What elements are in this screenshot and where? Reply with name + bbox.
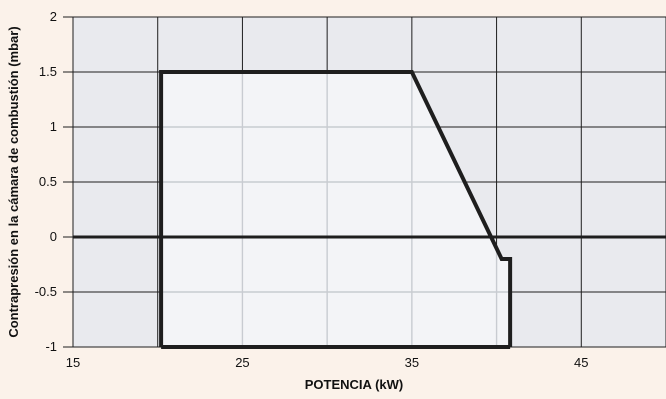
x-axis-ticks: 15 25 35 45	[66, 355, 589, 370]
x-tick-label: 15	[66, 355, 80, 370]
y-tick-label: 1	[50, 119, 57, 134]
x-tick-label: 25	[235, 355, 249, 370]
y-tick-label: 0	[50, 229, 57, 244]
x-tick-label: 45	[574, 355, 588, 370]
x-axis-title: POTENCIA (kW)	[305, 377, 403, 392]
y-axis-ticks: 2 1.5 1 0.5 0 -0.5 -1	[35, 9, 73, 354]
x-tick-label: 35	[405, 355, 419, 370]
y-tick-label: 2	[50, 9, 57, 24]
y-axis-title: Contrapresión en la cámara de combustión…	[6, 26, 21, 337]
y-tick-label: -1	[45, 339, 57, 354]
y-tick-label: -0.5	[35, 284, 57, 299]
operating-region-outline	[159, 70, 513, 347]
y-tick-label: 0.5	[39, 174, 57, 189]
operating-region	[161, 72, 511, 347]
y-tick-label: 1.5	[39, 64, 57, 79]
